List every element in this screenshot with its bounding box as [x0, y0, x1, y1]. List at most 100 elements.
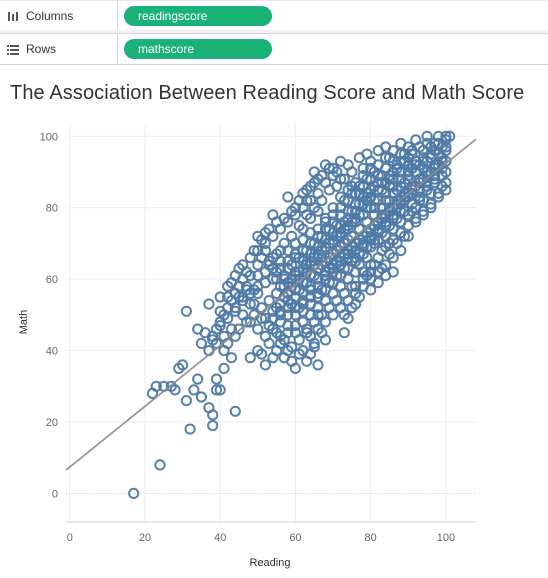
- data-point[interactable]: [289, 266, 301, 278]
- data-point[interactable]: [252, 323, 264, 335]
- data-point[interactable]: [421, 137, 433, 149]
- data-point[interactable]: [222, 312, 234, 324]
- data-point[interactable]: [304, 248, 317, 260]
- data-point[interactable]: [335, 255, 347, 267]
- data-point[interactable]: [402, 220, 414, 232]
- data-point[interactable]: [353, 291, 365, 303]
- data-point[interactable]: [319, 316, 332, 328]
- data-point[interactable]: [286, 355, 298, 367]
- data-point[interactable]: [214, 305, 226, 317]
- data-point[interactable]: [327, 277, 339, 289]
- columns-pill-readingscore[interactable]: readingscore: [124, 6, 272, 26]
- data-point[interactable]: [350, 252, 362, 264]
- data-point[interactable]: [335, 230, 347, 242]
- data-point[interactable]: [372, 184, 384, 196]
- data-point[interactable]: [282, 216, 294, 228]
- data-point[interactable]: [331, 166, 343, 178]
- data-point[interactable]: [372, 195, 384, 207]
- data-point[interactable]: [207, 409, 219, 421]
- data-point[interactable]: [410, 212, 422, 224]
- data-point[interactable]: [237, 259, 249, 271]
- data-point[interactable]: [350, 280, 362, 292]
- data-point[interactable]: [335, 155, 347, 167]
- data-point[interactable]: [402, 173, 414, 185]
- data-point[interactable]: [417, 155, 429, 167]
- data-point[interactable]: [335, 270, 347, 282]
- data-point[interactable]: [391, 162, 403, 174]
- data-point[interactable]: [308, 177, 320, 189]
- data-point[interactable]: [263, 337, 275, 349]
- data-point[interactable]: [380, 195, 392, 207]
- data-point[interactable]: [293, 195, 305, 207]
- data-point[interactable]: [395, 173, 407, 185]
- data-point[interactable]: [342, 195, 354, 207]
- data-point[interactable]: [252, 245, 264, 257]
- data-point[interactable]: [395, 180, 407, 192]
- data-point[interactable]: [387, 266, 399, 278]
- data-point[interactable]: [440, 130, 452, 142]
- data-point[interactable]: [312, 291, 324, 303]
- data-point[interactable]: [357, 209, 369, 221]
- data-point[interactable]: [365, 284, 377, 296]
- data-point[interactable]: [289, 327, 301, 339]
- data-point[interactable]: [432, 187, 444, 199]
- data-point[interactable]: [271, 345, 283, 357]
- data-point[interactable]: [365, 202, 377, 214]
- data-point[interactable]: [233, 323, 245, 335]
- data-point[interactable]: [398, 230, 411, 242]
- data-point[interactable]: [225, 323, 238, 335]
- data-point[interactable]: [233, 291, 245, 303]
- data-point[interactable]: [256, 312, 268, 324]
- data-point[interactable]: [429, 177, 441, 189]
- data-point[interactable]: [293, 266, 305, 278]
- data-point[interactable]: [327, 237, 339, 249]
- data-point[interactable]: [350, 187, 362, 199]
- data-point[interactable]: [229, 405, 241, 417]
- data-point[interactable]: [350, 216, 362, 228]
- data-point[interactable]: [372, 277, 384, 289]
- data-point[interactable]: [327, 202, 339, 214]
- data-point[interactable]: [229, 270, 241, 282]
- data-point[interactable]: [289, 320, 301, 332]
- data-point[interactable]: [248, 298, 260, 310]
- data-point[interactable]: [372, 234, 384, 246]
- data-point[interactable]: [252, 230, 264, 242]
- data-point[interactable]: [237, 291, 249, 303]
- data-point[interactable]: [222, 280, 234, 292]
- data-point[interactable]: [282, 191, 294, 203]
- data-point[interactable]: [289, 248, 301, 260]
- data-point[interactable]: [380, 177, 392, 189]
- data-point[interactable]: [210, 373, 223, 385]
- data-point[interactable]: [436, 162, 448, 174]
- data-point[interactable]: [342, 223, 354, 235]
- data-point[interactable]: [425, 148, 437, 160]
- data-point[interactable]: [180, 305, 192, 317]
- data-point[interactable]: [274, 305, 286, 317]
- data-point[interactable]: [406, 148, 418, 160]
- data-point[interactable]: [267, 209, 279, 221]
- data-point[interactable]: [398, 155, 411, 167]
- data-point[interactable]: [338, 327, 350, 339]
- data-point[interactable]: [432, 191, 444, 203]
- data-point[interactable]: [218, 330, 230, 342]
- data-point[interactable]: [357, 241, 369, 253]
- data-point[interactable]: [244, 252, 256, 264]
- data-point[interactable]: [297, 255, 309, 267]
- data-point[interactable]: [207, 420, 219, 432]
- data-point[interactable]: [289, 209, 301, 221]
- data-point[interactable]: [342, 245, 354, 257]
- data-point[interactable]: [195, 391, 207, 403]
- data-point[interactable]: [387, 187, 399, 199]
- data-point[interactable]: [319, 270, 332, 282]
- data-point[interactable]: [252, 280, 264, 292]
- data-point[interactable]: [316, 252, 328, 264]
- data-point[interactable]: [180, 395, 192, 407]
- data-point[interactable]: [229, 302, 241, 314]
- data-point[interactable]: [342, 262, 354, 274]
- data-point[interactable]: [312, 223, 324, 235]
- data-point[interactable]: [304, 195, 317, 207]
- data-point[interactable]: [184, 423, 196, 435]
- data-point[interactable]: [256, 348, 268, 360]
- data-point[interactable]: [297, 298, 309, 310]
- data-point[interactable]: [278, 237, 290, 249]
